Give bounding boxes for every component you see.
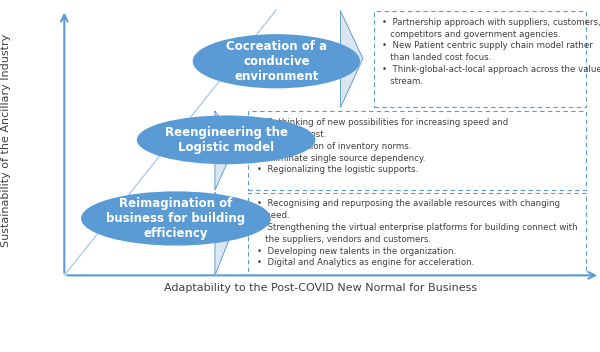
Ellipse shape (137, 115, 316, 164)
Text: Overall paradigm shift in Pharma and Biotech Industry: Overall paradigm shift in Pharma and Bio… (150, 337, 492, 347)
Text: •  Rethinking of new possibilities for increasing speed and
   reducing cost.
• : • Rethinking of new possibilities for in… (257, 118, 508, 174)
FancyBboxPatch shape (374, 11, 586, 107)
Polygon shape (341, 11, 363, 107)
Text: •  Partnership approach with suppliers, customers,
   competitors and government: • Partnership approach with suppliers, c… (382, 18, 600, 86)
FancyBboxPatch shape (248, 193, 586, 275)
Polygon shape (215, 193, 238, 275)
Text: Support from Government bodies and Policy makers: Support from Government bodies and Polic… (157, 307, 485, 318)
Ellipse shape (193, 34, 360, 88)
Text: Cocreation of a
conducive
environment: Cocreation of a conducive environment (226, 40, 327, 83)
Text: Reengineering the
Logistic model: Reengineering the Logistic model (164, 126, 287, 154)
Text: Sustainability of the Ancillary Industry: Sustainability of the Ancillary Industry (1, 34, 11, 247)
Polygon shape (215, 111, 238, 190)
Ellipse shape (81, 191, 271, 246)
Text: Adaptability to the Post-COVID New Normal for Business: Adaptability to the Post-COVID New Norma… (164, 283, 478, 293)
Text: Reimagination of
business for building
efficiency: Reimagination of business for building e… (106, 197, 245, 240)
FancyBboxPatch shape (248, 111, 586, 190)
Text: •  Recognising and repurposing the available resources with changing
   need.
• : • Recognising and repurposing the availa… (257, 200, 577, 268)
